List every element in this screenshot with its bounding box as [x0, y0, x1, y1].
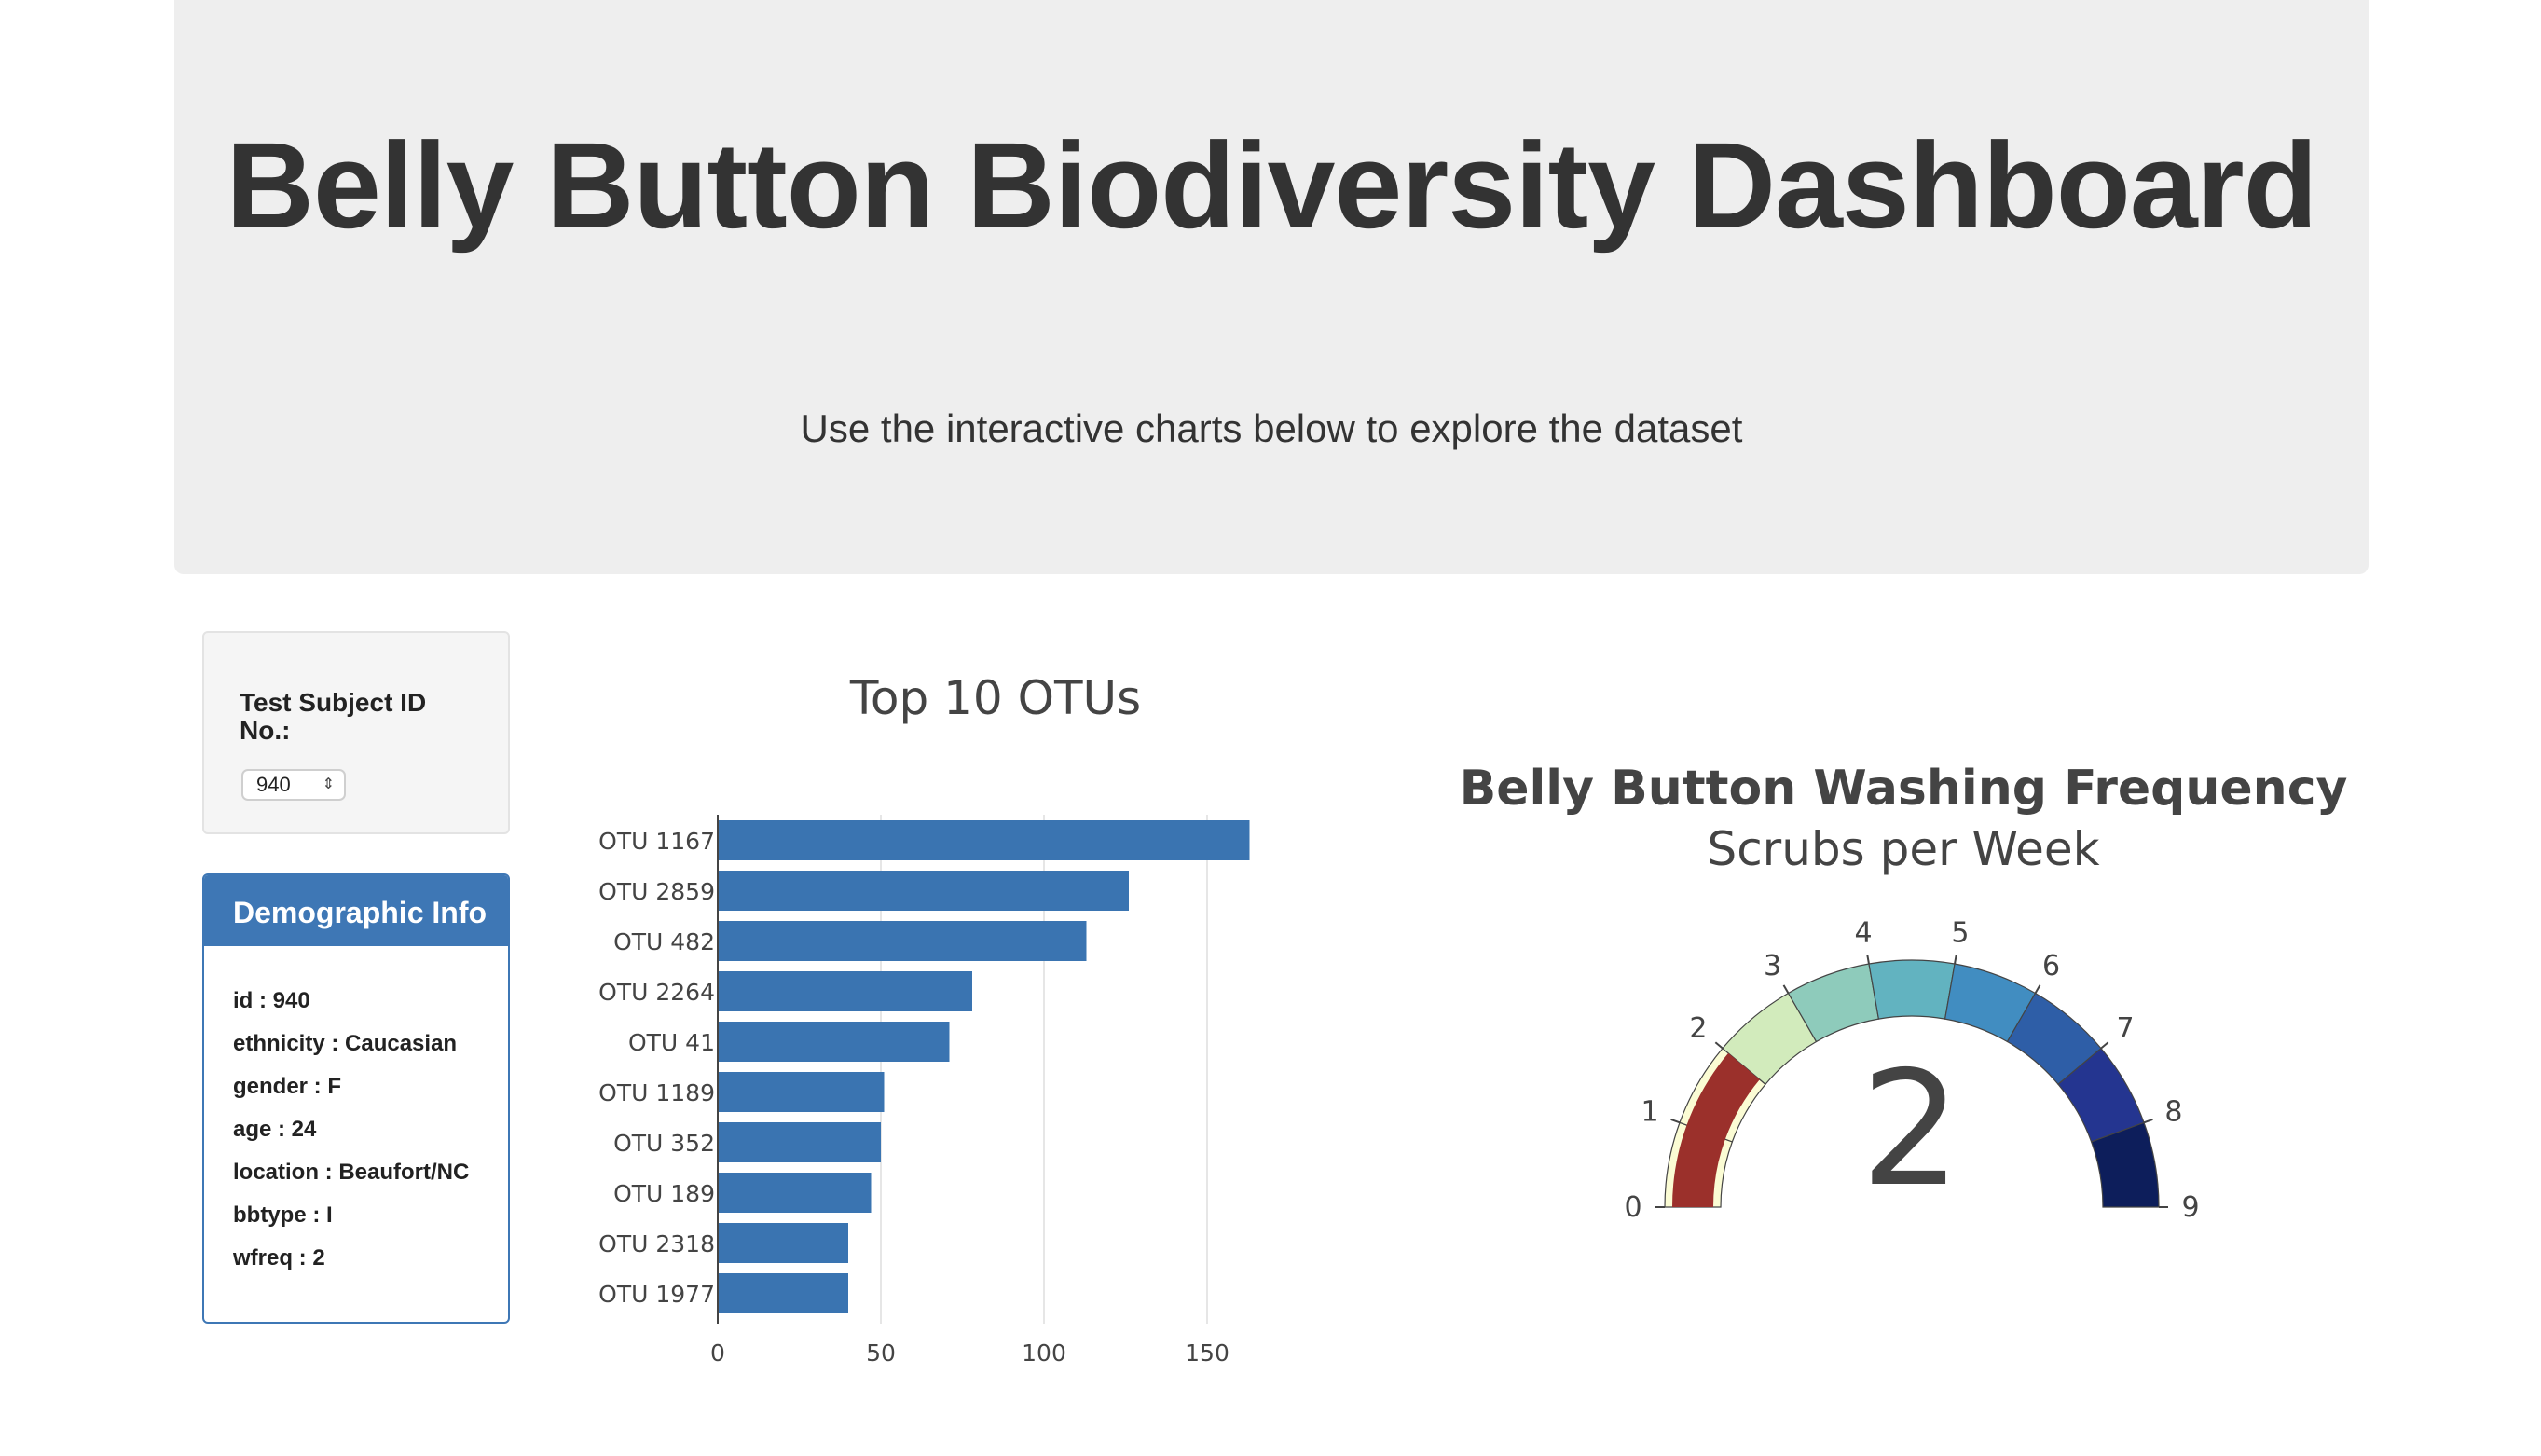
bar-otu-41 — [718, 1022, 950, 1062]
demographic-info-panel: Demographic Info id : 940 ethnicity : Ca… — [202, 873, 510, 1324]
x-tick-label-50: 50 — [866, 1339, 896, 1367]
gauge-tick-label-5: 5 — [1951, 917, 1969, 950]
subject-id-value: 940 — [256, 773, 291, 796]
bar-otu-1189 — [718, 1072, 885, 1112]
bar-chart-title: Top 10 OTUs — [849, 671, 1141, 725]
gauge-value-number: 2 — [1861, 1037, 1961, 1222]
y-tick-label-0: OTU 1167 — [598, 828, 715, 855]
gauge-tick-label-3: 3 — [1764, 950, 1781, 982]
demographic-row-bbtype: bbtype : I — [233, 1202, 333, 1228]
subject-id-select[interactable]: 940 ⇕ — [241, 769, 346, 801]
demographic-info-body: id : 940 ethnicity : Caucasian gender : … — [204, 946, 508, 1287]
gauge-value-bar — [1672, 1052, 1760, 1207]
gauge-tick-7 — [2100, 1041, 2109, 1050]
gauge-tick-8 — [2143, 1119, 2153, 1124]
gauge-tick-6 — [2034, 984, 2041, 995]
gauge-tick-label-7: 7 — [2117, 1012, 2135, 1045]
subject-id-label: Test Subject ID No.: — [240, 688, 427, 745]
subject-selector-panel: Test Subject ID No.: 940 ⇕ — [202, 631, 510, 834]
y-tick-label-4: OTU 41 — [628, 1029, 715, 1056]
gauge-tick-label-0: 0 — [1624, 1191, 1641, 1224]
page-subtitle: Use the interactive charts below to expl… — [800, 406, 1743, 450]
gauge-tick-2 — [1714, 1041, 1724, 1050]
y-tick-label-7: OTU 189 — [613, 1180, 715, 1207]
x-tick-label-0: 0 — [710, 1339, 725, 1367]
y-tick-label-2: OTU 482 — [613, 928, 715, 955]
demographic-info-heading: Demographic Info — [204, 875, 508, 946]
gauge-tick-label-8: 8 — [2164, 1096, 2182, 1129]
gauge-tick-label-1: 1 — [1641, 1096, 1658, 1129]
bar-otu-2264 — [718, 971, 972, 1011]
y-tick-label-9: OTU 1977 — [598, 1281, 715, 1308]
gauge-tick-3 — [1782, 984, 1790, 995]
gauge-tick-1 — [1670, 1119, 1681, 1124]
gauge-tick-label-2: 2 — [1689, 1012, 1707, 1045]
x-tick-label-150: 150 — [1185, 1339, 1229, 1367]
page-title: Belly Button Biodiversity Dashboard — [226, 117, 2317, 254]
gauge-title: Belly Button Washing Frequency — [1460, 761, 2348, 817]
y-tick-label-8: OTU 2318 — [598, 1230, 715, 1257]
bar-otu-2318 — [718, 1223, 848, 1263]
gauge-tick-label-9: 9 — [2181, 1191, 2199, 1224]
select-arrows-icon: ⇕ — [322, 776, 335, 792]
y-tick-label-1: OTU 2859 — [598, 878, 715, 905]
x-tick-label-100: 100 — [1022, 1339, 1066, 1367]
gauge-subtitle: Scrubs per Week — [1707, 822, 2099, 876]
bar-otu-2859 — [718, 871, 1129, 911]
gauge-tick-label-4: 4 — [1855, 917, 1873, 950]
gauge-tick-label-6: 6 — [2042, 950, 2060, 982]
bar-otu-1977 — [718, 1273, 848, 1313]
gauge-band-4-5 — [1868, 959, 1956, 1020]
demographic-row-gender: gender : F — [233, 1074, 342, 1099]
demographic-row-location: location : Beaufort/NC — [233, 1160, 470, 1185]
top-otus-bar-chart[interactable]: Top 10 OTUs 0 50 100 150 OTU 1167 OTU 2859 OTU … — [559, 643, 1380, 1380]
demographic-row-age: age : 24 — [233, 1117, 317, 1142]
bar-otu-189 — [718, 1173, 872, 1213]
demographic-row-id: id : 940 — [233, 988, 310, 1013]
gauge-tick-4 — [1866, 955, 1870, 965]
bar-otu-1167 — [718, 820, 1250, 860]
header-jumbotron: Belly Button Biodiversity Dashboard Use … — [174, 0, 2369, 574]
y-tick-label-3: OTU 2264 — [598, 979, 715, 1006]
demographic-row-wfreq: wfreq : 2 — [233, 1245, 325, 1271]
demographic-row-ethnicity: ethnicity : Caucasian — [233, 1031, 458, 1056]
bar-otu-482 — [718, 921, 1087, 961]
gauge-tick-5 — [1954, 955, 1957, 965]
y-tick-label-6: OTU 352 — [613, 1130, 715, 1157]
gauge-band-8-9 — [2090, 1121, 2160, 1208]
bar-otu-352 — [718, 1122, 881, 1162]
y-tick-label-5: OTU 1189 — [598, 1079, 715, 1106]
